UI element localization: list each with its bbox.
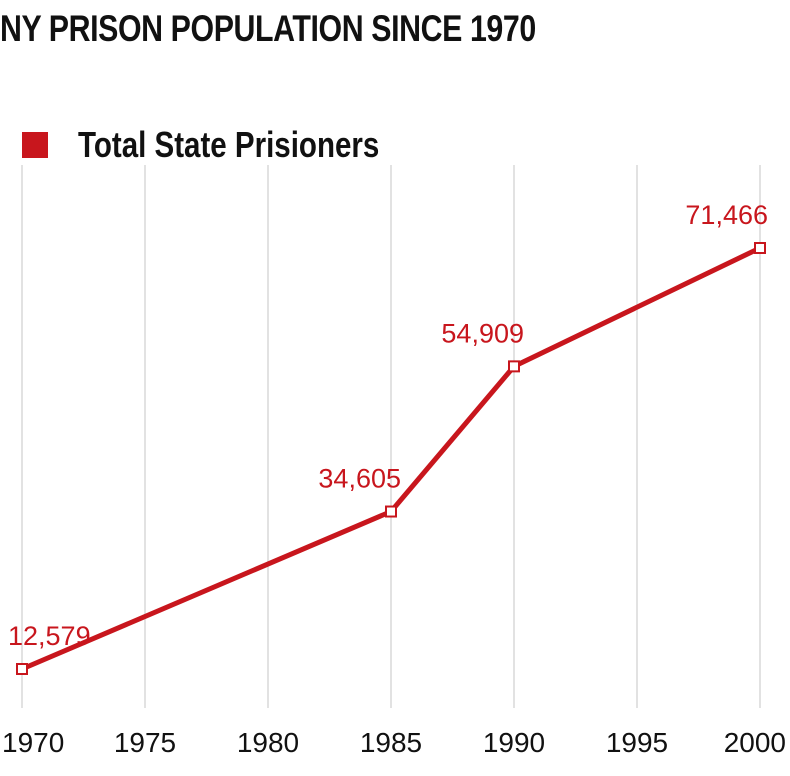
data-label: 71,466 [685, 200, 768, 230]
data-label: 54,909 [441, 318, 524, 348]
x-tick-label: 1975 [114, 727, 176, 758]
x-tick-label: 1990 [483, 727, 545, 758]
legend-label: Total State Prisioners [78, 124, 380, 165]
x-tick-label: 1970 [2, 727, 64, 758]
x-tick-label: 2000 [724, 727, 786, 758]
legend-swatch [22, 132, 48, 158]
data-point-marker [508, 360, 520, 373]
legend: Total State Prisioners [22, 124, 445, 166]
x-tick-label: 1985 [360, 727, 422, 758]
data-point-marker [16, 663, 28, 675]
x-tick-label: 1980 [237, 727, 299, 758]
data-label: 12,579 [8, 621, 91, 651]
chart-title: NY PRISON POPULATION SINCE 1970 [0, 8, 536, 49]
x-tick-label: 1995 [606, 727, 668, 758]
series-line [21, 245, 762, 672]
data-point-marker [385, 505, 397, 518]
data-label: 34,605 [318, 464, 401, 494]
data-point-marker [754, 242, 766, 254]
